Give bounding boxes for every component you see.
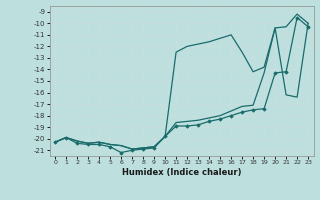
X-axis label: Humidex (Indice chaleur): Humidex (Indice chaleur) (122, 168, 241, 177)
